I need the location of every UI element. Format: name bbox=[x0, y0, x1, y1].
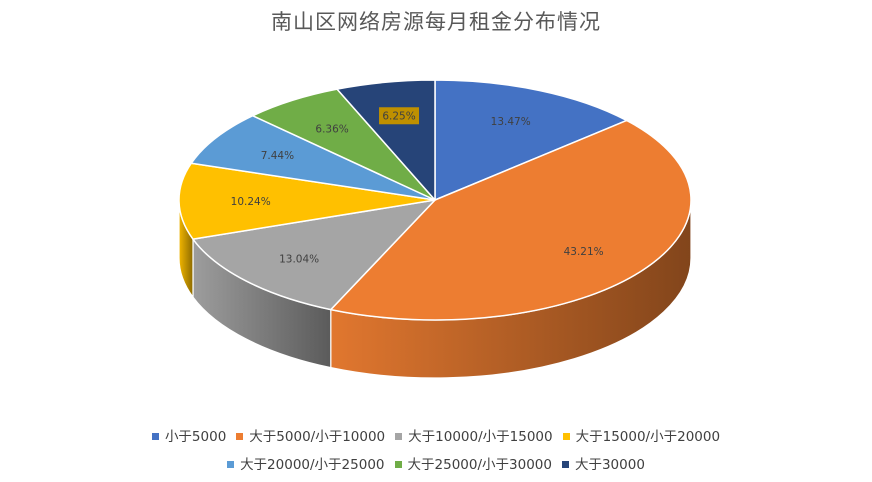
legend-label: 小于5000 bbox=[164, 429, 227, 445]
legend-label: 大于25000/小于30000 bbox=[407, 457, 552, 473]
legend-swatch bbox=[394, 460, 402, 468]
legend-swatch bbox=[227, 460, 235, 468]
legend-swatch bbox=[236, 432, 244, 440]
legend-label: 大于5000/小于10000 bbox=[249, 429, 386, 445]
legend-item-5: 大于20000/小于25000 bbox=[227, 453, 385, 473]
data-label-text: 6.25% bbox=[382, 110, 415, 122]
legend-label: 大于20000/小于25000 bbox=[240, 457, 385, 473]
legend-item-1: 小于5000 bbox=[151, 425, 227, 445]
data-label-3: 13.04% bbox=[279, 253, 319, 265]
legend-swatch bbox=[562, 432, 570, 440]
legend-label: 大于15000/小于20000 bbox=[575, 429, 721, 445]
legend-row-2: 大于20000/小于25000 大于25000/小于30000 大于30000 bbox=[0, 453, 872, 473]
legend-item-4: 大于15000/小于20000 bbox=[562, 425, 721, 445]
pie-slice-4 bbox=[178, 162, 436, 240]
data-label-highlight bbox=[379, 107, 420, 125]
data-label-7: 6.25% bbox=[379, 107, 420, 125]
pie-slice-2 bbox=[330, 119, 692, 321]
legend-item-7: 大于30000 bbox=[561, 453, 645, 473]
data-label-1: 13.47% bbox=[491, 116, 531, 128]
legend-item-6: 大于25000/小于30000 bbox=[394, 453, 552, 473]
pie-slice-3 bbox=[192, 199, 436, 311]
legend-item-3: 大于10000/小于15000 bbox=[395, 425, 553, 445]
legend-swatch bbox=[561, 460, 569, 468]
data-label-text: 43.21% bbox=[564, 246, 604, 258]
legend-item-2: 大于5000/小于10000 bbox=[236, 425, 385, 445]
data-labels: 13.47% 43.21% 13.04% 10.24% 7.44% 6.36% 6.25% bbox=[231, 107, 604, 265]
data-label-text: 13.47% bbox=[491, 116, 531, 128]
data-label-4: 10.24% bbox=[231, 196, 271, 208]
legend-row-1: 小于5000 大于5000/小于10000 大于10000/小于15000 大于150… bbox=[0, 425, 872, 445]
pie-slices bbox=[178, 79, 692, 321]
pie-slice-5 bbox=[190, 114, 436, 201]
data-label-text: 7.44% bbox=[261, 150, 294, 162]
data-label-2: 43.21% bbox=[564, 246, 604, 258]
data-label-text: 10.24% bbox=[231, 196, 271, 208]
data-label-text: 6.36% bbox=[315, 123, 348, 135]
legend-swatch bbox=[151, 432, 159, 440]
data-label-6: 6.36% bbox=[315, 123, 348, 135]
legend-label: 大于10000/小于15000 bbox=[408, 429, 553, 445]
legend-label: 大于30000 bbox=[574, 457, 645, 473]
legend-swatch bbox=[395, 432, 403, 440]
chart-title: 南山区网络房源每月租金分布情况 bbox=[271, 10, 601, 34]
pie-slice-1 bbox=[434, 79, 628, 201]
data-label-5: 7.44% bbox=[261, 150, 294, 162]
data-label-text: 13.04% bbox=[279, 253, 319, 265]
